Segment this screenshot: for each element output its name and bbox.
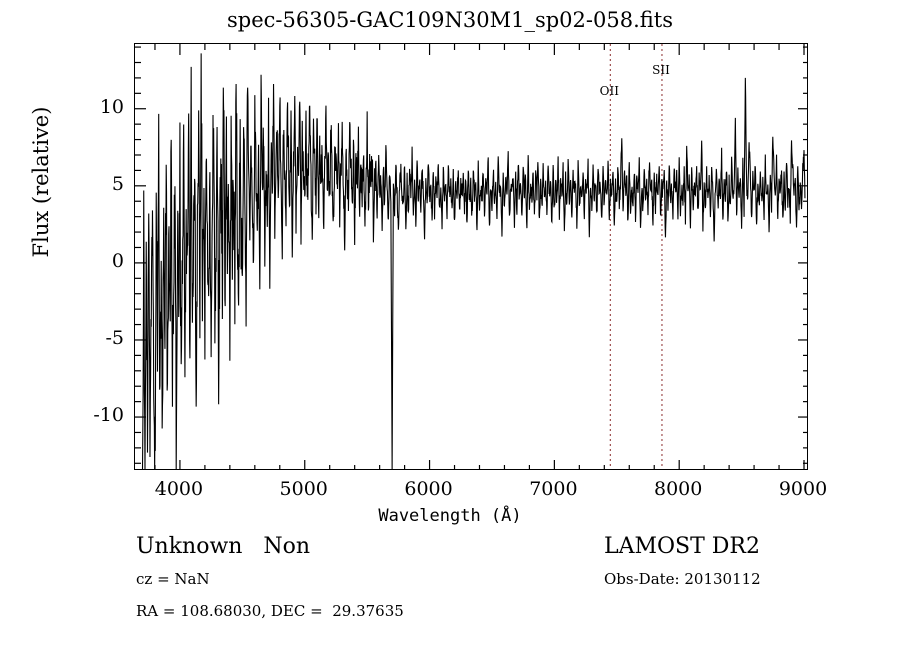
line-marker-label-sii: SII (652, 62, 670, 77)
x-tick-label: 9000 (778, 478, 828, 500)
x-tick-label: 5000 (279, 478, 328, 500)
y-tick-label: 5 (111, 172, 124, 195)
spectrum-svg (135, 44, 807, 469)
line-marker-label-oii: OII (599, 84, 619, 99)
y-tick-label: 0 (111, 249, 124, 272)
x-tick-label: 6000 (404, 478, 453, 500)
object-class-text: Unknown Non (136, 534, 311, 559)
page-title: spec-56305-GAC109N30M1_sp02-058.fits (227, 8, 673, 32)
y-tick-label: -5 (105, 326, 124, 349)
survey-name-text: LAMOST DR2 (604, 534, 760, 559)
x-tick-label: 8000 (654, 478, 703, 500)
x-tick-label: 4000 (154, 478, 204, 500)
obs-date-text: Obs-Date: 20130112 (604, 570, 761, 588)
coordinates-text: RA = 108.68030, DEC = 29.37635 (136, 602, 404, 620)
cz-text: cz = NaN (136, 570, 210, 588)
plot-area (134, 43, 808, 470)
y-axis-label: Flux (relative) (29, 106, 53, 258)
x-tick-label: 7000 (529, 478, 578, 500)
y-tick-label: -10 (93, 404, 124, 427)
y-tick-label: 10 (99, 95, 124, 118)
x-axis-label: Wavelength (Å) (378, 506, 522, 526)
